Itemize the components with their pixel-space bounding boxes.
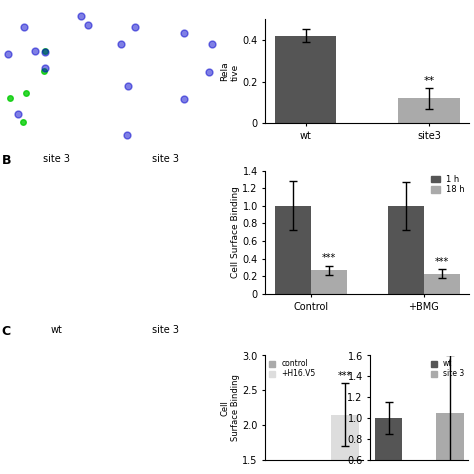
- Text: site 3: site 3: [152, 154, 179, 164]
- Text: B: B: [1, 154, 11, 167]
- Text: Control: Control: [117, 390, 142, 395]
- Legend: wt, site 3: wt, site 3: [431, 359, 465, 378]
- Bar: [311, 270, 347, 294]
- Legend: control, +H16.V5: control, +H16.V5: [269, 359, 316, 378]
- Text: Rela
tive: Rela tive: [220, 61, 240, 81]
- Bar: [375, 418, 402, 474]
- Text: ***: ***: [338, 371, 352, 381]
- Legend: 1 h, 18 h: 1 h, 18 h: [431, 175, 465, 194]
- Text: ***: ***: [435, 256, 449, 266]
- Bar: [398, 98, 460, 123]
- Text: wt: wt: [51, 325, 63, 335]
- Text: ***: ***: [322, 253, 336, 263]
- Bar: [436, 413, 464, 474]
- Bar: [331, 415, 359, 474]
- Text: Control 1 h: Control 1 h: [3, 228, 42, 234]
- Bar: [388, 206, 424, 294]
- Text: Control 18 h: Control 18 h: [3, 311, 46, 317]
- Bar: [275, 36, 337, 123]
- Text: **: **: [423, 76, 435, 86]
- Y-axis label: Cell
Surface Binding: Cell Surface Binding: [220, 374, 239, 441]
- Text: +BMG 1 h: +BMG 1 h: [117, 228, 153, 234]
- Bar: [424, 273, 460, 294]
- Text: site 3: site 3: [152, 325, 179, 335]
- Text: Control: Control: [3, 390, 28, 395]
- Bar: [275, 206, 311, 294]
- Text: C: C: [1, 325, 10, 337]
- Text: +BMG 18 h: +BMG 18 h: [117, 311, 157, 317]
- Y-axis label: Cell Surface Binding: Cell Surface Binding: [231, 186, 240, 278]
- Text: site 3: site 3: [43, 154, 70, 164]
